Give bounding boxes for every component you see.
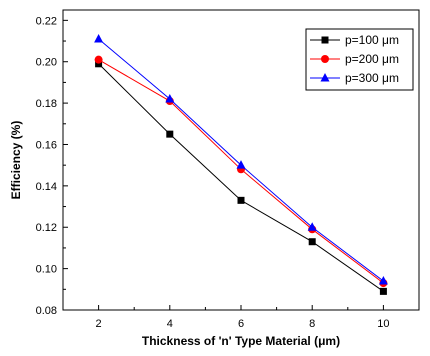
data-point — [95, 60, 103, 68]
data-point — [307, 222, 317, 231]
y-tick-label: 0.10 — [36, 264, 57, 276]
y-tick-label: 0.14 — [36, 181, 57, 193]
y-tick-label: 0.08 — [36, 305, 57, 317]
legend-label: p=200 μm — [345, 52, 399, 66]
axis-ticks: 2 4 6 8 10 0.08 0.10 0.12 0.14 0.16 0.18 0.20 0.22 — [36, 15, 420, 330]
x-tick-label: 8 — [309, 318, 315, 330]
x-tick-label: 10 — [377, 318, 389, 330]
data-point — [308, 238, 316, 246]
x-axis-title: Thickness of 'n' Type Material (μm) — [142, 334, 340, 348]
y-tick-label: 0.22 — [36, 15, 57, 27]
legend-label: p=100 μm — [345, 33, 399, 47]
y-tick-label: 0.18 — [36, 98, 57, 110]
legend: p=100 μm p=200 μm p=300 μm — [305, 28, 414, 91]
legend-marker — [320, 73, 330, 82]
x-tick-label: 2 — [96, 318, 102, 330]
data-point — [94, 33, 104, 43]
data-point — [379, 287, 387, 295]
data-point — [237, 196, 245, 204]
y-tick-label: 0.16 — [36, 139, 57, 151]
data-point — [94, 55, 103, 64]
y-axis-title: Efficiency (%) — [9, 121, 23, 200]
data-point — [166, 130, 174, 138]
x-tick-label: 6 — [238, 318, 244, 330]
x-tick-label: 4 — [167, 318, 173, 330]
series-group — [94, 33, 388, 295]
y-tick-label: 0.20 — [36, 57, 57, 69]
legend-label: p=300 μm — [345, 71, 399, 85]
series-2 — [94, 33, 388, 285]
legend-marker — [321, 36, 329, 44]
data-point — [165, 93, 175, 103]
data-point — [236, 160, 246, 169]
series-0 — [95, 60, 387, 295]
series-line — [98, 63, 384, 292]
data-point — [378, 276, 388, 285]
legend-marker — [321, 55, 329, 63]
y-tick-label: 0.12 — [36, 222, 57, 234]
